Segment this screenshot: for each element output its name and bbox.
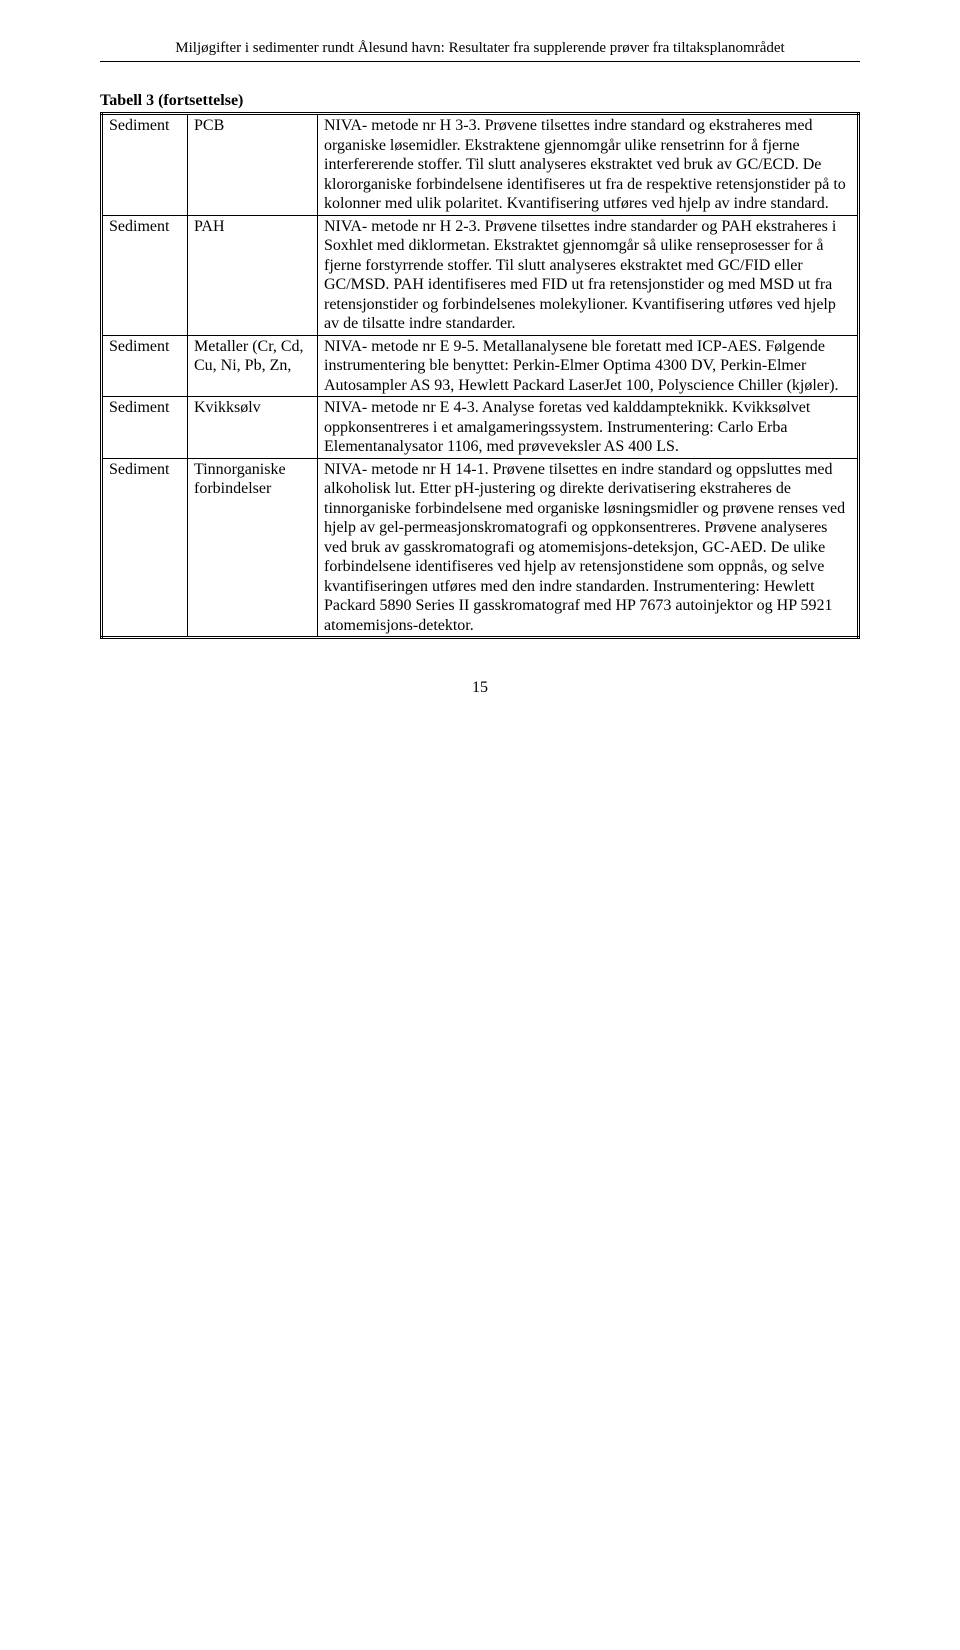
- table-caption: Tabell 3 (fortsettelse): [100, 92, 860, 110]
- cell-method: NIVA- metode nr E 4-3. Analyse foretas v…: [318, 397, 859, 459]
- cell-analyte: PCB: [188, 114, 318, 216]
- cell-method: NIVA- metode nr H 3-3. Prøvene tilsettes…: [318, 114, 859, 216]
- sediment-table: Sediment PCB NIVA- metode nr H 3-3. Prøv…: [100, 112, 860, 639]
- document-header: Miljøgifter i sedimenter rundt Ålesund h…: [100, 40, 860, 61]
- cell-matrix: Sediment: [102, 397, 188, 459]
- page-container: Miljøgifter i sedimenter rundt Ålesund h…: [0, 0, 960, 737]
- cell-matrix: Sediment: [102, 215, 188, 335]
- header-rule: [100, 61, 860, 62]
- cell-matrix: Sediment: [102, 458, 188, 638]
- table-row: Sediment PAH NIVA- metode nr H 2-3. Prøv…: [102, 215, 859, 335]
- page-number: 15: [100, 679, 860, 697]
- cell-method: NIVA- metode nr H 14-1. Prøvene tilsette…: [318, 458, 859, 638]
- cell-matrix: Sediment: [102, 114, 188, 216]
- cell-analyte: Kvikksølv: [188, 397, 318, 459]
- cell-method: NIVA- metode nr E 9-5. Metallanalysene b…: [318, 335, 859, 397]
- cell-method: NIVA- metode nr H 2-3. Prøvene tilsettes…: [318, 215, 859, 335]
- table-row: Sediment Kvikksølv NIVA- metode nr E 4-3…: [102, 397, 859, 459]
- table-row: Sediment PCB NIVA- metode nr H 3-3. Prøv…: [102, 114, 859, 216]
- table-row: Sediment Metaller (Cr, Cd, Cu, Ni, Pb, Z…: [102, 335, 859, 397]
- cell-matrix: Sediment: [102, 335, 188, 397]
- cell-analyte: Metaller (Cr, Cd, Cu, Ni, Pb, Zn,: [188, 335, 318, 397]
- table-row: Sediment Tinnorganiske forbindelser NIVA…: [102, 458, 859, 638]
- cell-analyte: PAH: [188, 215, 318, 335]
- cell-analyte: Tinnorganiske forbindelser: [188, 458, 318, 638]
